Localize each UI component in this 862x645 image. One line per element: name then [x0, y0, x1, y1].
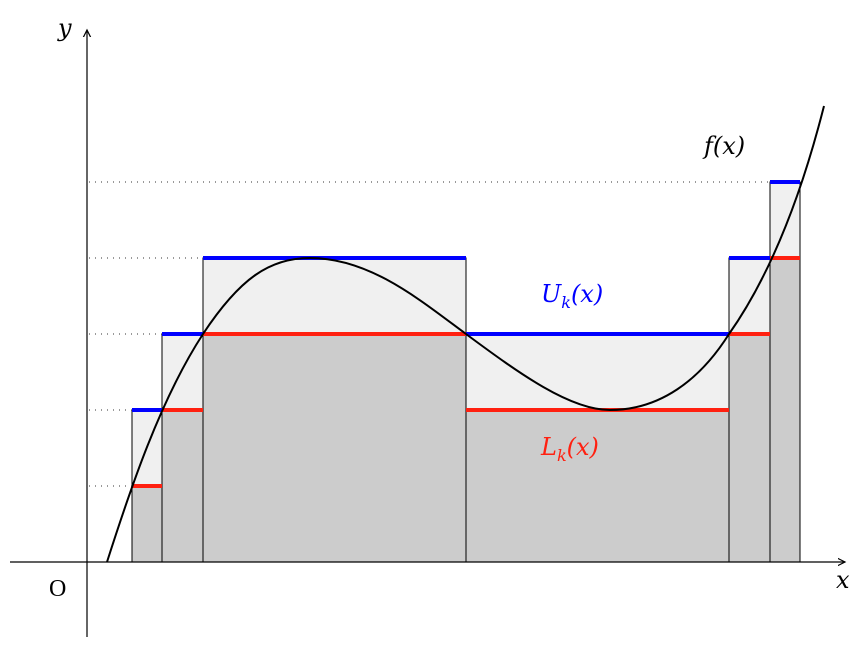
- lower-function-label: Lk(x): [540, 433, 599, 465]
- function-curve: [106, 105, 825, 563]
- step-rectangles: [131, 181, 801, 563]
- upper-function-label: Uk(x): [541, 280, 603, 312]
- lower-sum-rect: [728, 333, 771, 563]
- origin-label: O: [49, 576, 66, 602]
- y-axis-label: y: [57, 14, 72, 42]
- x-axis-label: x: [836, 566, 850, 594]
- level-lines: [132, 180, 800, 488]
- dotted-guides: [89, 181, 770, 487]
- lower-sum-rect: [769, 257, 801, 563]
- lower-sum-rect: [131, 485, 163, 563]
- function-label: f(x): [702, 132, 745, 160]
- lower-sum-rect: [161, 409, 204, 563]
- lower-sum-rect: [465, 409, 730, 563]
- lower-sum-rect: [202, 333, 467, 563]
